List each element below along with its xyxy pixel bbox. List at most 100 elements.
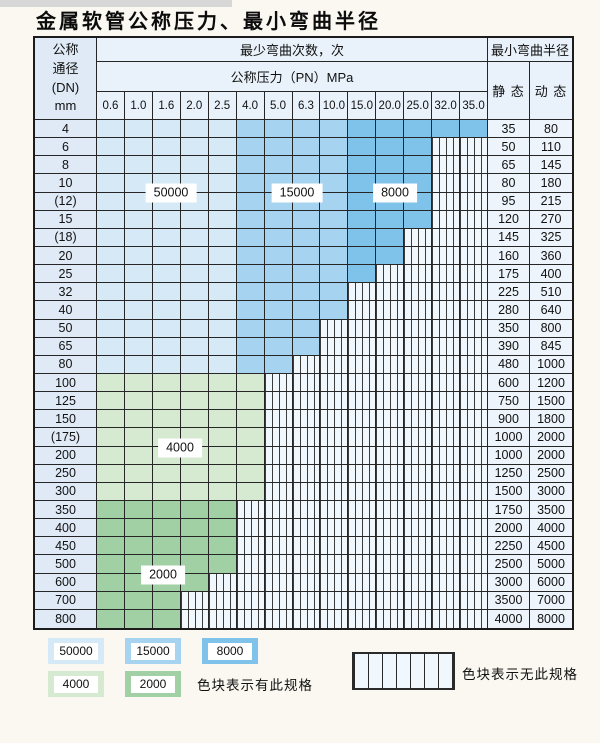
spec-available-cell — [124, 373, 153, 393]
spec-available-cell — [236, 464, 265, 483]
spec-available-cell — [376, 210, 405, 229]
spec-available-cell — [320, 120, 349, 139]
spec-unavailable-cell — [264, 555, 293, 574]
spec-available-cell — [180, 482, 209, 501]
spec-available-cell — [264, 228, 293, 247]
table-header: 公称 通径 (DN) mm 最少弯曲次数，次 最小弯曲半径 公称压力（PN）MP… — [35, 38, 572, 120]
legend-swatch-value: 50000 — [54, 642, 98, 660]
spec-available-cell — [264, 301, 293, 320]
spec-available-cell — [208, 464, 237, 483]
legend-no-spec-note: 色块表示无此规格 — [462, 667, 578, 682]
spec-available-cell — [152, 156, 181, 175]
spec-unavailable-cell — [376, 519, 405, 538]
spec-available-cell — [180, 537, 209, 556]
spec-unavailable-cell — [376, 319, 405, 338]
dynamic-radius-value: 3500 — [530, 500, 572, 520]
dn-value-cell: 32 — [35, 283, 97, 302]
dynamic-radius-value: 2500 — [530, 464, 572, 483]
spec-unavailable-cell — [376, 609, 405, 628]
spec-available-cell — [97, 446, 125, 465]
table-body: 4 35 80 6 50 110 8 65 145 10 80 180 (12) 95 215 15 120 27… — [35, 120, 572, 628]
spec-unavailable-cell — [404, 228, 433, 247]
spec-available-cell — [152, 120, 181, 139]
spec-unavailable-cell — [208, 609, 237, 628]
spec-unavailable-cell — [404, 555, 433, 574]
dynamic-radius-value: 7000 — [530, 591, 572, 610]
spec-unavailable-cell — [348, 392, 377, 411]
dynamic-radius-value: 4500 — [530, 537, 572, 556]
spec-unavailable-cell — [264, 500, 293, 520]
table-row-dn-150: 150 900 1800 — [35, 410, 572, 429]
dn-value-cell: 150 — [35, 410, 97, 429]
spec-unavailable-cell — [432, 283, 461, 302]
table-row-dn-18: (18) 145 325 — [35, 228, 572, 247]
legend-swatch-value: 2000 — [131, 675, 175, 693]
spec-available-cell — [292, 337, 321, 356]
spec-available-cell — [124, 482, 153, 501]
static-radius-value: 2000 — [488, 519, 530, 538]
dn-header-line: 通径 — [52, 60, 79, 76]
static-radius-value: 2500 — [488, 555, 530, 574]
spec-unavailable-cell — [348, 464, 377, 483]
dynamic-radius-value: 6000 — [530, 573, 572, 592]
spec-available-cell — [152, 210, 181, 229]
spec-available-cell — [236, 246, 265, 266]
dynamic-radius-value: 800 — [530, 319, 572, 338]
table-row-dn-6: 6 50 110 — [35, 138, 572, 157]
dynamic-radius-value: 2000 — [530, 446, 572, 465]
spec-available-cell — [97, 573, 125, 592]
spec-unavailable-cell — [460, 591, 488, 610]
spec-unavailable-cell — [432, 464, 461, 483]
spec-available-cell — [236, 319, 265, 338]
spec-unavailable-cell — [348, 355, 377, 374]
spec-unavailable-cell — [292, 355, 321, 374]
legend-swatch-50000: 50000 — [48, 638, 104, 664]
spec-available-cell — [124, 265, 153, 284]
spec-unavailable-cell — [264, 428, 293, 447]
table-row-dn-400: 400 2000 4000 — [35, 519, 572, 538]
spec-unavailable-cell — [236, 573, 265, 592]
spec-available-cell — [97, 138, 125, 157]
spec-unavailable-cell — [460, 174, 488, 193]
spec-available-cell — [124, 392, 153, 411]
legend-no-spec-swatch — [352, 652, 455, 690]
spec-unavailable-cell — [404, 301, 433, 320]
spec-unavailable-cell — [404, 464, 433, 483]
spec-available-cell — [97, 609, 125, 628]
spec-available-cell — [292, 301, 321, 320]
spec-unavailable-cell — [404, 446, 433, 465]
spec-available-cell — [180, 392, 209, 411]
spec-available-cell — [236, 410, 265, 429]
spec-available-cell — [292, 265, 321, 284]
dn-value-cell: 100 — [35, 373, 97, 393]
spec-available-cell — [208, 519, 237, 538]
spec-unavailable-cell — [264, 446, 293, 465]
spec-unavailable-cell — [292, 373, 321, 393]
static-radius-value: 120 — [488, 210, 530, 229]
spec-available-cell — [180, 464, 209, 483]
dynamic-radius-value: 510 — [530, 283, 572, 302]
spec-unavailable-cell — [348, 555, 377, 574]
legend-swatch-value: 4000 — [54, 675, 98, 693]
spec-available-cell — [376, 228, 405, 247]
spec-available-cell — [236, 428, 265, 447]
spec-available-cell — [264, 319, 293, 338]
spec-unavailable-cell — [376, 283, 405, 302]
spec-available-cell — [208, 138, 237, 157]
static-radius-value: 280 — [488, 301, 530, 320]
spec-available-cell — [97, 246, 125, 266]
spec-unavailable-cell — [432, 265, 461, 284]
table-row-dn-800: 800 4000 8000 — [35, 609, 572, 628]
spec-unavailable-cell — [236, 555, 265, 574]
spec-unavailable-cell — [460, 537, 488, 556]
table-row-dn-300: 300 1500 3000 — [35, 482, 572, 501]
spec-unavailable-cell — [348, 537, 377, 556]
spec-available-cell — [208, 156, 237, 175]
spec-available-cell — [208, 446, 237, 465]
static-radius-value: 1250 — [488, 464, 530, 483]
spec-available-cell — [97, 519, 125, 538]
static-radius-value: 1500 — [488, 482, 530, 501]
dn-header-line: (DN) — [51, 79, 80, 95]
spec-unavailable-cell — [320, 319, 349, 338]
spec-available-cell — [404, 210, 433, 229]
